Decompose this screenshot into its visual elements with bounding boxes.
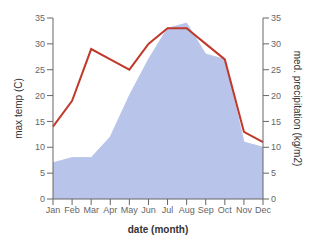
svg-text:max temp (C): max temp (C) [13,78,24,139]
svg-text:35: 35 [35,13,45,23]
svg-text:30: 30 [35,39,45,49]
svg-text:25: 25 [271,65,281,75]
svg-text:10: 10 [35,142,45,152]
svg-text:Jul: Jul [162,205,174,215]
svg-text:10: 10 [271,142,281,152]
svg-text:0: 0 [271,194,276,204]
svg-text:May: May [121,205,139,215]
svg-text:Jan: Jan [46,205,61,215]
svg-text:Feb: Feb [64,205,80,215]
svg-text:5: 5 [271,168,276,178]
svg-text:20: 20 [271,91,281,101]
svg-text:0: 0 [40,194,45,204]
svg-text:Jun: Jun [141,205,156,215]
svg-text:Apr: Apr [103,205,117,215]
svg-text:Sep: Sep [198,205,214,215]
svg-text:15: 15 [271,117,281,127]
svg-text:date (month): date (month) [128,224,189,235]
svg-text:20: 20 [35,91,45,101]
svg-text:35: 35 [271,13,281,23]
svg-text:Oct: Oct [218,205,233,215]
svg-text:Dec: Dec [255,205,272,215]
svg-text:25: 25 [35,65,45,75]
svg-text:Aug: Aug [179,205,195,215]
svg-text:Nov: Nov [236,205,253,215]
svg-text:med. precipitation (kg/m2): med. precipitation (kg/m2) [292,51,303,167]
svg-text:Mar: Mar [83,205,99,215]
svg-text:15: 15 [35,117,45,127]
svg-text:5: 5 [40,168,45,178]
svg-text:30: 30 [271,39,281,49]
